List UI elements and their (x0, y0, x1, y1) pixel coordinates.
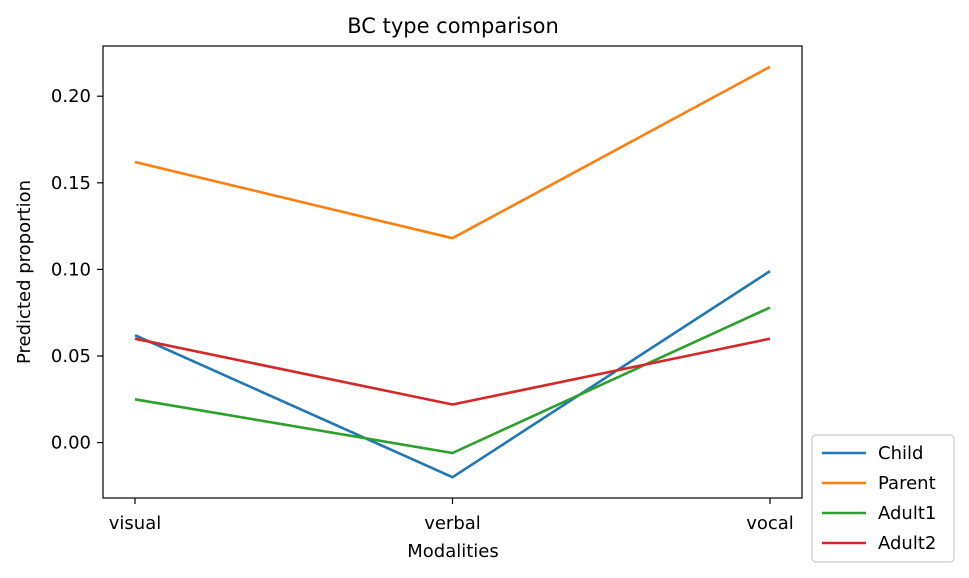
legend-label-child: Child (878, 443, 923, 464)
legend-label-parent: Parent (878, 473, 936, 494)
series-lines (134, 65, 771, 479)
y-tick-label: 0.00 (51, 433, 91, 454)
legend-frame (811, 434, 955, 563)
y-axis: 0.00 0.05 0.10 0.15 0.20 (51, 86, 103, 454)
x-tick-label: verbal (424, 513, 481, 534)
series-line-child (134, 270, 771, 479)
series-line-adult1 (134, 306, 771, 455)
chart-title: BC type comparison (347, 14, 559, 38)
y-tick-label: 0.15 (51, 173, 91, 194)
legend-label-adult1: Adult1 (878, 503, 936, 524)
y-tick-label: 0.10 (51, 259, 91, 280)
series-line-adult2 (134, 337, 771, 406)
x-tick-label: vocal (746, 513, 794, 534)
y-tick-label: 0.20 (51, 86, 91, 107)
series-line-parent (134, 65, 771, 240)
x-axis-title: Modalities (407, 541, 499, 562)
plot-area-frame (102, 45, 803, 499)
x-axis: visual verbal vocal (109, 498, 794, 534)
legend-label-adult2: Adult2 (878, 533, 936, 554)
y-tick-label: 0.05 (51, 346, 91, 367)
y-axis-title: Predicted proportion (14, 180, 35, 364)
legend: Child Parent Adult1 Adult2 (811, 434, 955, 563)
x-tick-label: visual (109, 513, 161, 534)
